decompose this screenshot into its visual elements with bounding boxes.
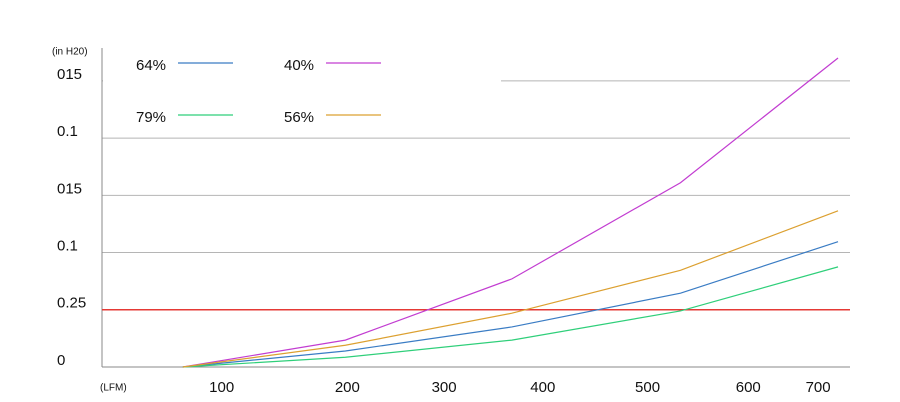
x-tick-label: 200 [335, 379, 360, 396]
y-tick-label: 0 [57, 352, 65, 369]
legend-label: 79% [136, 109, 166, 126]
y-tick-label: 015 [57, 66, 82, 83]
series-line [182, 241, 839, 368]
x-tick-label: 400 [530, 379, 555, 396]
series-line [182, 57, 839, 368]
x-tick-label: 700 [806, 379, 831, 396]
y-tick-label: 0.1 [57, 238, 78, 255]
x-axis-label: (LFM) [100, 383, 127, 394]
legend-label: 64% [136, 57, 166, 74]
y-tick-label: 0.25 [57, 295, 86, 312]
y-tick-label: 0.1 [57, 123, 78, 140]
x-tick-label: 500 [635, 379, 660, 396]
legend-background [103, 58, 501, 133]
x-tick-label: 300 [432, 379, 457, 396]
series-line [182, 266, 839, 368]
y-tick-label: 015 [57, 180, 82, 197]
series-line [182, 210, 839, 368]
x-tick-label: 600 [736, 379, 761, 396]
x-tick-label: 100 [209, 379, 234, 396]
legend-label: 40% [284, 57, 314, 74]
y-axis-label: (in H20) [52, 47, 88, 58]
legend-label: 56% [284, 109, 314, 126]
